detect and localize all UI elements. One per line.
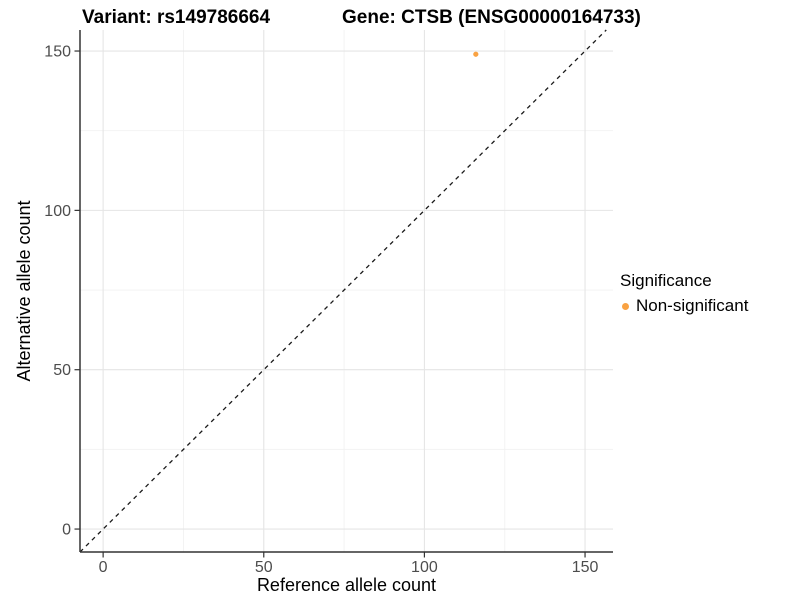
legend-item: Non-significant	[620, 296, 748, 316]
y-axis-title-text: Alternative allele count	[14, 200, 34, 382]
legend-point-icon	[622, 302, 629, 310]
x-axis-title: Reference allele count	[256, 575, 437, 595]
legend: Significance Non-significant	[620, 271, 748, 316]
legend-item-label: Non-significant	[636, 296, 749, 315]
identity-line	[79, 29, 607, 553]
y-tick-label: 150	[44, 44, 71, 61]
y-tick-label: 0	[62, 522, 71, 539]
data-point	[473, 51, 479, 57]
legend-title: Significance	[620, 271, 712, 290]
legend-items: Non-significant	[620, 296, 748, 316]
x-tick-label: 150	[572, 559, 599, 576]
gene-title: Gene: CTSB (ENSG00000164733)	[342, 7, 641, 28]
x-tick-label: 0	[99, 559, 108, 576]
y-tick-label: 50	[53, 362, 71, 379]
y-tick-label: 100	[44, 203, 71, 220]
x-tick-label: 100	[411, 559, 438, 576]
variant-title: Variant: rs149786664	[82, 7, 271, 28]
x-tick-label: 50	[255, 559, 273, 576]
